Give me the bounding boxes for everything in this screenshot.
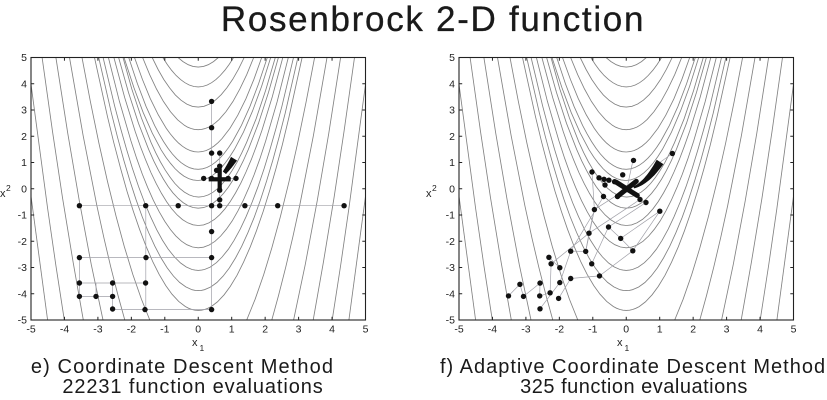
svg-text:-3: -3: [93, 324, 102, 336]
svg-text:-4: -4: [488, 324, 497, 336]
svg-text:-5: -5: [446, 315, 455, 327]
svg-text:1: 1: [229, 324, 235, 336]
svg-text:5: 5: [791, 324, 797, 336]
svg-text:5: 5: [21, 52, 27, 64]
svg-text:0: 0: [449, 183, 455, 195]
svg-text:2: 2: [21, 131, 27, 143]
svg-text:-1: -1: [588, 324, 597, 336]
svg-text:4: 4: [21, 79, 27, 91]
svg-text:-3: -3: [18, 262, 27, 274]
svg-text:-4: -4: [18, 288, 27, 300]
svg-text:2: 2: [6, 183, 11, 193]
svg-text:4: 4: [329, 324, 335, 336]
svg-text:4: 4: [449, 79, 455, 91]
svg-text:-5: -5: [26, 324, 35, 336]
svg-text:1: 1: [21, 157, 27, 169]
svg-text:2: 2: [690, 324, 696, 336]
svg-text:4: 4: [757, 324, 763, 336]
svg-text:x: x: [0, 188, 6, 200]
svg-text:x: x: [617, 337, 623, 349]
svg-text:-5: -5: [454, 324, 463, 336]
svg-text:3: 3: [449, 105, 455, 117]
svg-text:0: 0: [623, 324, 629, 336]
svg-text:1: 1: [625, 343, 630, 353]
svg-text:-1: -1: [446, 210, 455, 222]
svg-text:-4: -4: [446, 288, 455, 300]
svg-text:-5: -5: [18, 315, 27, 327]
svg-text:2: 2: [449, 131, 455, 143]
svg-text:1: 1: [657, 324, 663, 336]
svg-text:1: 1: [449, 157, 455, 169]
svg-text:-3: -3: [521, 324, 530, 336]
svg-text:-2: -2: [446, 236, 455, 248]
svg-text:0: 0: [195, 324, 201, 336]
svg-text:3: 3: [296, 324, 302, 336]
svg-text:x: x: [426, 188, 432, 200]
svg-text:-2: -2: [18, 236, 27, 248]
svg-text:2: 2: [262, 324, 268, 336]
svg-text:1: 1: [200, 343, 205, 353]
svg-text:-2: -2: [127, 324, 136, 336]
svg-text:-3: -3: [446, 262, 455, 274]
svg-text:x: x: [192, 337, 198, 349]
svg-text:5: 5: [363, 324, 369, 336]
svg-text:3: 3: [724, 324, 730, 336]
svg-text:0: 0: [21, 183, 27, 195]
svg-text:-2: -2: [555, 324, 564, 336]
svg-text:-1: -1: [18, 210, 27, 222]
svg-text:5: 5: [449, 52, 455, 64]
svg-text:2: 2: [432, 183, 437, 193]
svg-text:-4: -4: [60, 324, 69, 336]
svg-text:3: 3: [21, 105, 27, 117]
svg-text:-1: -1: [160, 324, 169, 336]
